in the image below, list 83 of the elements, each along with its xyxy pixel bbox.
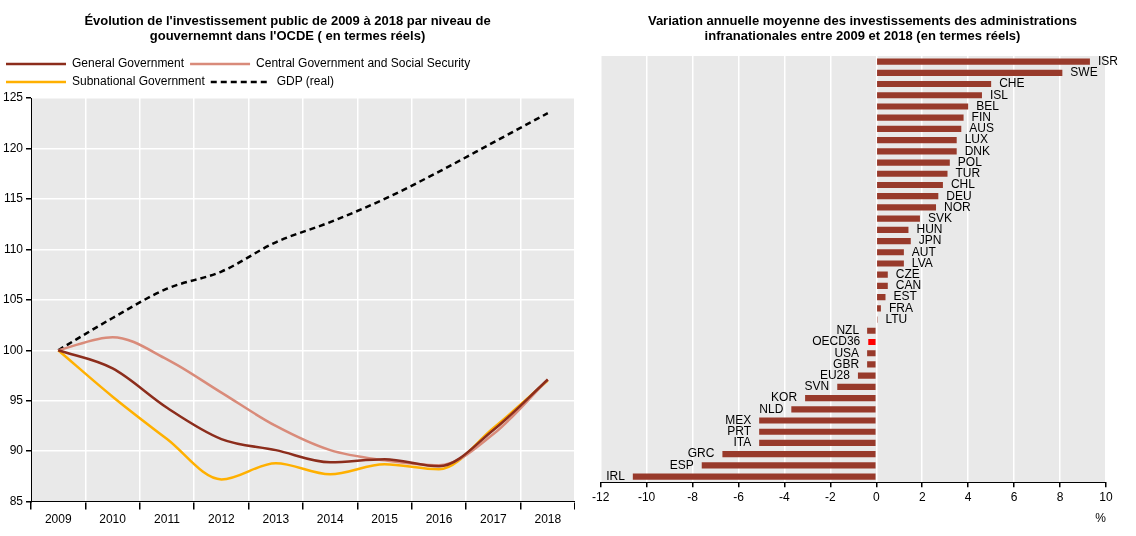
y-tick-label: 100 (2, 342, 24, 357)
y-tick-label: SVN (804, 379, 830, 394)
bar (701, 462, 876, 469)
bar (759, 428, 876, 435)
bar (759, 439, 876, 447)
y-tick-label: IRL (606, 468, 626, 483)
bar (877, 193, 939, 200)
bar (877, 170, 948, 177)
y-tick-label: 125 (2, 90, 24, 105)
bar (877, 148, 957, 155)
x-tick-label: 4 (964, 489, 972, 504)
bar (877, 103, 969, 110)
y-tick-label: 90 (9, 443, 24, 458)
x-tick-label: 2010 (99, 512, 127, 527)
bar (722, 451, 876, 458)
bar (868, 338, 876, 346)
bar (877, 80, 992, 88)
bar (632, 473, 876, 480)
y-tick-label: FIN (971, 110, 991, 124)
x-tick-label: 2012 (208, 512, 236, 527)
x-tick-label: 2 (918, 489, 926, 504)
chart-title: Variation annuelle moyenne des investissements des administrations infranationales entre 2009 et 2018 (en termes réels) (646, 13, 1079, 43)
x-axis-title: % (1095, 511, 1107, 526)
bar (759, 417, 876, 424)
x-tick-label: -12 (592, 489, 610, 504)
bar (877, 249, 904, 256)
x-tick-label: 2015 (371, 512, 399, 527)
bar (877, 260, 904, 267)
x-tick-label: 0 (872, 489, 880, 504)
x-tick-label: -10 (637, 489, 656, 504)
bar (877, 92, 982, 99)
bar (805, 395, 876, 402)
bar (877, 125, 962, 132)
x-tick-label: 2018 (534, 512, 562, 527)
bar (877, 215, 920, 222)
x-tick-label: -2 (825, 489, 837, 504)
bar (877, 69, 1063, 76)
bar (877, 204, 937, 211)
x-tick-label: 2009 (44, 512, 72, 527)
legend-label: Central Government and Social Security (256, 56, 471, 71)
y-tick-label: 115 (3, 191, 24, 206)
bar (867, 327, 876, 334)
bar (877, 137, 957, 144)
y-tick-label: 110 (3, 241, 24, 256)
bar (791, 406, 876, 413)
y-tick-label: SWE (1070, 65, 1098, 80)
x-tick-label: 6 (1010, 489, 1018, 504)
bar (877, 282, 888, 290)
x-tick-label: -8 (687, 489, 699, 504)
x-tick-label: 2017 (480, 512, 508, 527)
y-tick-label: 120 (2, 140, 24, 155)
bar (877, 159, 950, 166)
bar (877, 294, 886, 301)
y-tick-label: ITA (733, 435, 752, 450)
y-tick-label: 85 (9, 493, 24, 508)
bar (877, 271, 888, 278)
bar (877, 181, 943, 189)
bar (877, 114, 964, 121)
y-tick-label: 105 (2, 292, 24, 307)
x-tick-label: 2014 (316, 512, 344, 527)
x-tick-label: 2013 (262, 512, 290, 527)
y-tick-label: MEX (725, 412, 752, 427)
bar (867, 361, 876, 368)
bar (867, 350, 876, 357)
x-tick-label: 8 (1056, 489, 1064, 504)
bar (857, 372, 876, 379)
bar (877, 58, 1090, 65)
legend-label: Subnational Government (72, 74, 206, 89)
line-series (56, 111, 550, 352)
x-tick-label: 2011 (154, 512, 181, 527)
bar (877, 237, 911, 245)
x-tick-label: 2016 (425, 512, 453, 527)
x-tick-label: -4 (779, 489, 791, 504)
chart-title: Évolution de l'investissement public de 2009 à 2018 par niveau de gouvernemnt dans l'OCDE ( en termes réels) (83, 13, 492, 43)
bar (837, 383, 876, 390)
bar (877, 226, 909, 233)
y-tick-label: 95 (9, 393, 24, 408)
x-tick-label: -6 (733, 489, 745, 504)
x-tick-label: 10 (1099, 489, 1113, 504)
legend-label: General Government (72, 56, 185, 71)
bar (877, 305, 881, 312)
y-tick-label: ISR (1097, 53, 1119, 68)
legend-label: GDP (real) (276, 74, 334, 89)
